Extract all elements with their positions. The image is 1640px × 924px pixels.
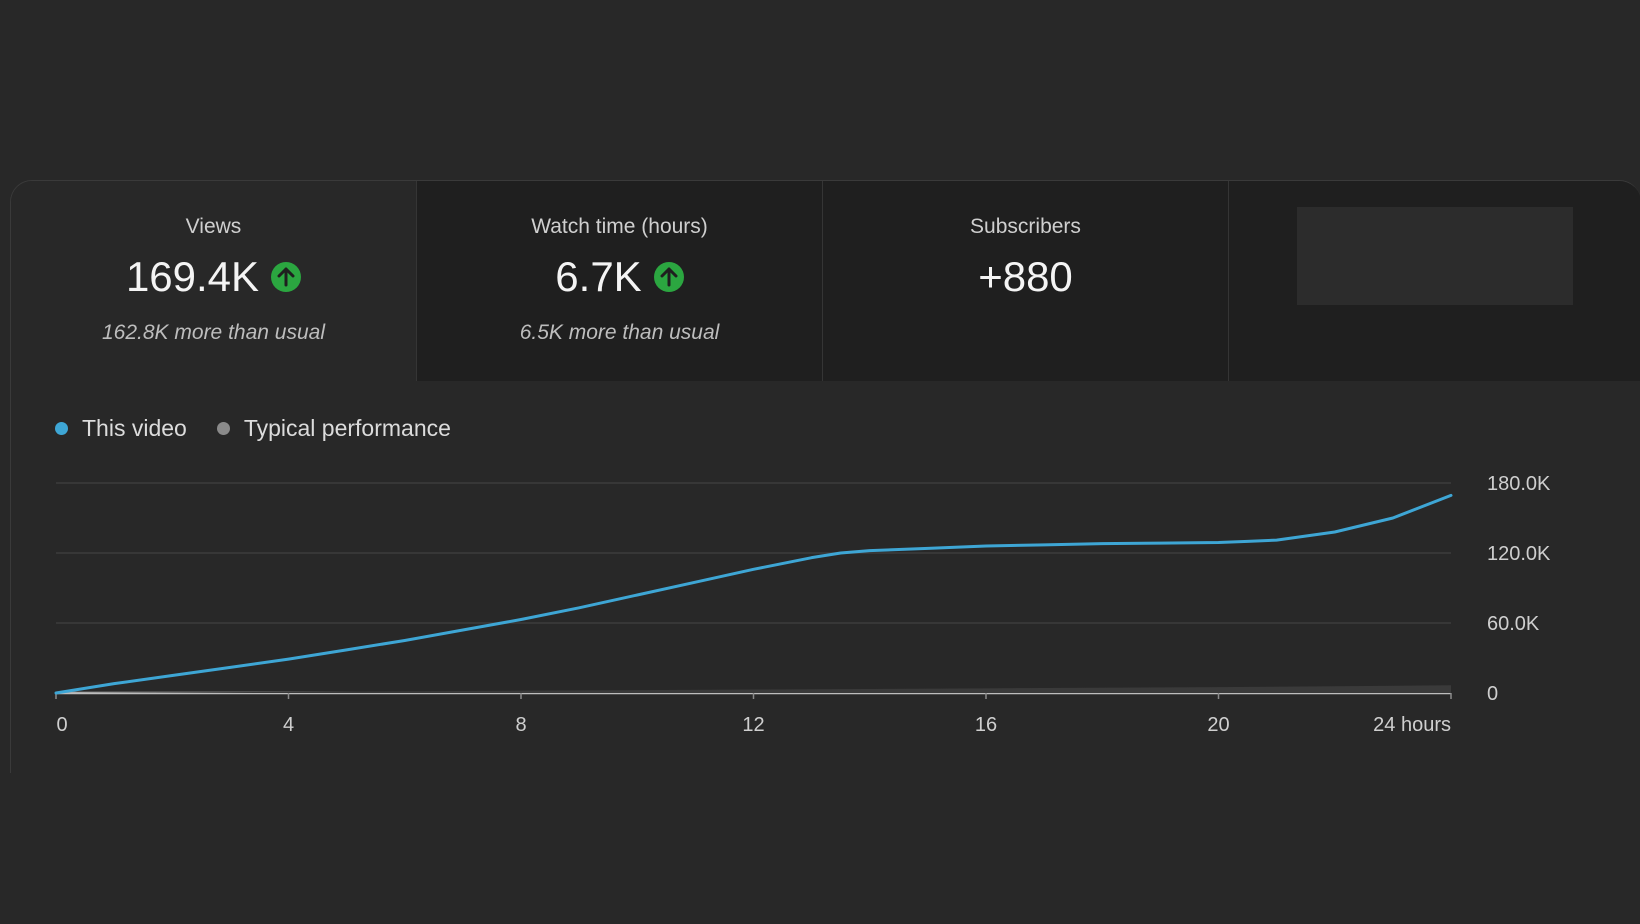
x-tick-label: 4 — [283, 714, 294, 736]
x-tick-label: 20 — [1207, 714, 1229, 736]
metric-tab-placeholder — [1229, 181, 1640, 381]
metric-tab-views[interactable]: Views 169.4K 162.8K more than usual — [11, 181, 417, 381]
arrow-up-icon — [653, 262, 684, 292]
x-tick-label: 24 hours — [1373, 714, 1451, 736]
legend-item-this-video: This video — [55, 415, 187, 442]
views-line-chart: 0 60.0K 120.0K 180.0K 0 4 8 12 16 20 24 hours — [54, 473, 1551, 736]
legend-label: Typical performance — [243, 415, 451, 441]
y-tick-label: 0 — [1487, 683, 1498, 705]
metric-tab-watch-time[interactable]: Watch time (hours) 6.7K 6.5K more than u… — [417, 181, 823, 381]
metric-value-row: +880 — [823, 253, 1228, 301]
metric-tab-subscribers[interactable]: Subscribers +880 — [823, 181, 1229, 381]
metric-label: Views — [185, 215, 242, 238]
series-typical-performance-area — [56, 685, 1451, 693]
series-this-video-line — [54, 493, 1453, 695]
x-tick-label: 16 — [975, 714, 997, 736]
legend-dot — [216, 422, 230, 435]
metric-value: 6.7K — [555, 253, 642, 300]
metric-note: 6.5K more than usual — [519, 321, 720, 344]
metric-value: 169.4K — [125, 253, 260, 300]
x-tick-label: 0 — [56, 714, 67, 736]
legend-item-typical-performance: Typical performance — [216, 415, 451, 442]
y-tick-label: 60.0K — [1487, 613, 1540, 635]
y-tick-label: 120.0K — [1487, 543, 1551, 565]
metric-label: Subscribers — [970, 215, 1081, 238]
y-tick-label: 180.0K — [1487, 473, 1551, 495]
metric-label: Watch time (hours) — [531, 215, 708, 238]
x-tick-label: 8 — [515, 714, 526, 736]
metric-value: +880 — [978, 253, 1073, 300]
legend-label: This video — [82, 415, 187, 441]
legend-dot — [55, 422, 68, 435]
arrow-up-icon — [271, 262, 302, 292]
analytics-card: Views 169.4K 162.8K more than usual Watc… — [10, 180, 1640, 773]
metric-note: 162.8K more than usual — [102, 321, 325, 344]
metric-value-row: 6.7K — [417, 253, 822, 301]
metric-value-row: 169.4K — [11, 253, 416, 301]
x-tick-label: 12 — [742, 714, 764, 736]
loading-placeholder — [1297, 207, 1573, 305]
metric-tabs: Views 169.4K 162.8K more than usual Watc… — [11, 181, 1640, 381]
chart-legend: This video Typical performance — [55, 415, 451, 442]
